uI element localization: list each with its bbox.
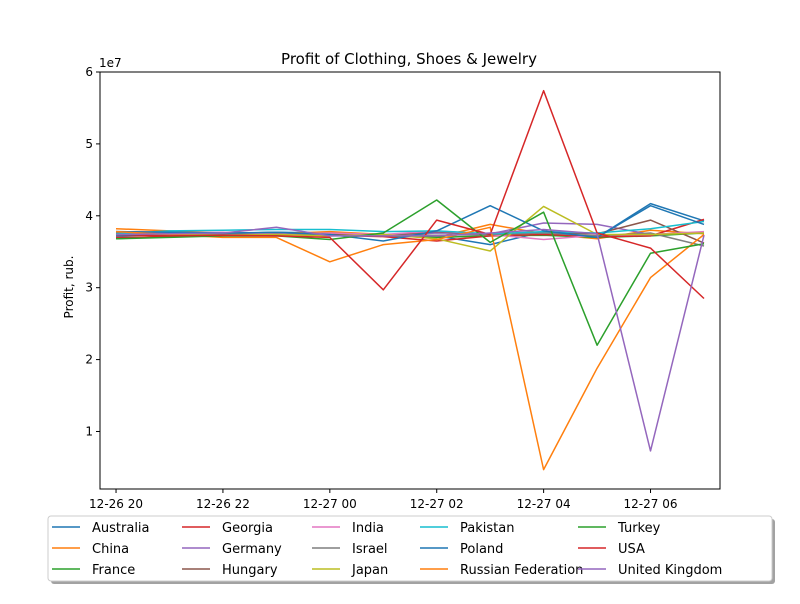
y-axis-ticks: 1 2 3 4 5 6 (85, 65, 100, 438)
x-tick-label: 12-26 22 (196, 497, 250, 511)
legend-label-france: France (92, 563, 135, 578)
legend-label-usa: USA (618, 542, 645, 557)
legend-label-pakistan: Pakistan (460, 521, 514, 536)
legend-label-turkey: Turkey (617, 521, 661, 536)
legend-label-poland: Poland (460, 542, 503, 557)
legend-items: Australia China France Georgia Germany Hungar… (52, 521, 722, 578)
legend: Australia China France Georgia Germany Hungar… (47, 515, 775, 584)
legend-label-russian-federation: Russian Federation (460, 563, 583, 578)
x-tick-label: 12-27 06 (624, 497, 678, 511)
y-tick-label: 6 (85, 65, 93, 79)
y-tick-label: 4 (85, 209, 93, 223)
y-tick-label: 3 (85, 281, 93, 295)
y-axis-label: Profit, rub. (62, 256, 76, 319)
series-line-turkey (115, 199, 705, 346)
legend-label-china: China (92, 542, 129, 557)
legend-label-georgia: Georgia (222, 521, 273, 536)
series-lines (115, 89, 705, 471)
plot-frame (99, 71, 721, 490)
chart-title: Profit of Clothing, Shoes & Jewelry (281, 50, 537, 68)
series-line-usa (115, 89, 705, 300)
series-line-united-kingdom (115, 226, 705, 452)
x-axis-ticks: 12-26 20 12-26 22 12-27 00 12-27 02 12-27 04… (89, 489, 677, 511)
legend-label-japan: Japan (351, 563, 388, 578)
y-tick-label: 5 (85, 137, 93, 151)
y-multiplier-label: 1e7 (99, 56, 122, 70)
legend-label-australia: Australia (92, 521, 150, 536)
legend-label-germany: Germany (222, 542, 282, 557)
legend-box (47, 515, 773, 582)
legend-label-israel: Israel (352, 542, 388, 557)
y-tick-label: 2 (85, 353, 93, 367)
x-tick-label: 12-27 00 (303, 497, 357, 511)
x-tick-label: 12-26 20 (89, 497, 143, 511)
series-line-russian-federation (115, 226, 705, 471)
legend-label-hungary: Hungary (222, 563, 278, 578)
legend-label-india: India (352, 521, 384, 536)
y-tick-label: 1 (85, 424, 93, 438)
x-tick-label: 12-27 04 (517, 497, 571, 511)
legend-label-united-kingdom: United Kingdom (618, 563, 722, 578)
x-tick-label: 12-27 02 (410, 497, 464, 511)
